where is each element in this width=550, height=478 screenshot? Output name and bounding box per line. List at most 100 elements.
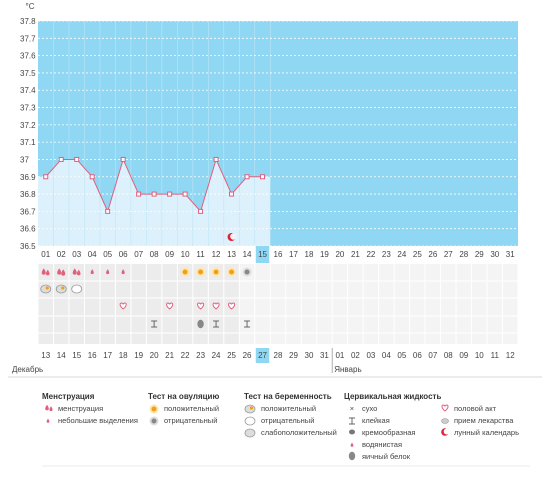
legend-pregnancy-positive-icon-dot [249,406,254,410]
marker-column [394,264,410,344]
temperature-point[interactable] [229,191,235,197]
calendar-date-label: 18 [119,351,128,360]
cycle-day-label: 17 [289,250,298,259]
temperature-point[interactable] [167,191,173,197]
calendar-date-label: 10 [475,351,484,360]
temperature-point[interactable] [105,208,111,214]
marker-column [472,264,487,344]
marker-column [255,264,270,344]
cycle-day-label: 31 [506,250,515,259]
temperature-point[interactable] [89,174,95,180]
cycle-day-label: 03 [72,250,81,259]
pregnancy-test-icon[interactable] [55,284,67,294]
marker-column [239,264,255,344]
cycle-day-label: 11 [196,250,205,259]
y-tick-label: 37.3 [20,104,36,113]
legend-pregnancy-positive-icon[interactable] [244,404,256,414]
y-tick-label: 36.7 [20,207,36,216]
cycle-day-label: 19 [320,250,329,259]
cycle-day-label: 04 [88,250,97,259]
calendar-date-label: 28 [274,351,283,360]
intercourse-icon[interactable] [212,302,220,310]
cycle-day-label: 13 [227,250,236,259]
legend-moon-icon-cut [443,428,450,435]
pregnancy-test-icon-dot [61,286,65,290]
temperature-point[interactable] [198,208,204,214]
temperature-point[interactable] [213,156,219,162]
intercourse-icon[interactable] [228,302,236,310]
y-tick-label: 37.8 [20,17,36,26]
calendar-date-label: 31 [320,351,329,360]
marker-column [301,264,317,344]
cervical-sticky-icon[interactable] [244,320,251,328]
temperature-point[interactable] [120,156,126,162]
legend-menstruation-icon[interactable] [49,406,53,412]
spotting-icon[interactable] [90,269,94,275]
menstruation-heavy-icon[interactable] [61,269,66,276]
cycle-day-label: 28 [459,250,468,259]
intercourse-icon[interactable] [197,302,205,310]
marker-column [53,264,69,344]
temperature-point[interactable] [43,174,49,180]
marker-column [503,264,518,344]
marker-column [379,264,394,344]
legend-intercourse-icon[interactable] [441,404,449,412]
legend-ovulation-positive-icon-core [151,406,157,412]
menstruation-heavy-icon[interactable] [57,268,62,275]
cervical-sticky-icon[interactable] [151,320,158,328]
legend-menstruation-title: Менструация [42,392,95,401]
menstruation-heavy-icon[interactable] [41,268,46,275]
legend-cervical-watery-icon[interactable] [350,442,354,447]
calendar-date-label: 09 [459,351,468,360]
legend-moon-label: лунный календарь [454,428,519,437]
legend-spotting-label: небольшие выделения [58,416,138,425]
menstruation-heavy-icon[interactable] [45,269,50,276]
spotting-icon[interactable] [106,269,110,275]
legend-cervical-title: Цервикальная жидкость [344,392,441,401]
cycle-day-label: 15 [258,250,267,259]
cycle-day-label: 08 [150,250,159,259]
menstruation-heavy-icon[interactable] [72,268,77,275]
temperature-point[interactable] [260,174,266,180]
cervical-eggwhite-icon[interactable] [197,319,204,329]
calendar-date-label: 02 [351,351,360,360]
legend-pregnancy-weak-icon[interactable] [244,428,256,438]
y-tick-label: 37.2 [20,121,36,130]
legend-ovulation-negative-icon-core [151,418,157,424]
calendar-date-label: 08 [444,351,453,360]
cycle-day-label: 12 [212,250,221,259]
calendar-date-label: 19 [134,351,143,360]
menstruation-heavy-icon[interactable] [76,269,81,276]
calendar-date-label: 27 [258,351,267,360]
current-day-highlight [255,246,270,263]
cervical-sticky-icon[interactable] [213,320,220,328]
marker-column [348,264,363,344]
legend-spotting-icon[interactable] [46,418,50,423]
intercourse-icon[interactable] [119,302,127,310]
cycle-day-label: 02 [57,250,66,259]
temperature-point[interactable] [136,191,142,197]
spotting-icon[interactable] [121,269,125,275]
temperature-point[interactable] [244,174,250,180]
cycle-day-label: 14 [243,250,252,259]
legend-pregnancy-negative-icon[interactable] [244,416,256,426]
calendar-date-label: 04 [382,351,391,360]
y-tick-label: 36.6 [20,225,36,234]
temperature-point[interactable] [182,191,188,197]
cycle-day-label: 26 [428,250,437,259]
y-tick-label: 36.9 [20,173,36,182]
pregnancy-test-icon[interactable] [71,284,83,294]
temperature-point[interactable] [74,156,80,162]
legend-ovulation-positive-label: положительный [164,404,219,413]
temperature-point[interactable] [151,191,157,197]
legend-menstruation-icon[interactable] [45,404,49,411]
temperature-point[interactable] [58,156,64,162]
legend-intercourse-label: половой акт [454,404,497,413]
pregnancy-test-icon[interactable] [40,284,52,294]
cycle-day-label: 25 [413,250,422,259]
intercourse-icon[interactable] [166,302,174,310]
legend-cervical-sticky-icon[interactable] [349,417,355,425]
legend-cervical-eggwhite-icon[interactable] [348,451,356,461]
marker-column [177,264,193,344]
today-highlight [255,348,270,363]
